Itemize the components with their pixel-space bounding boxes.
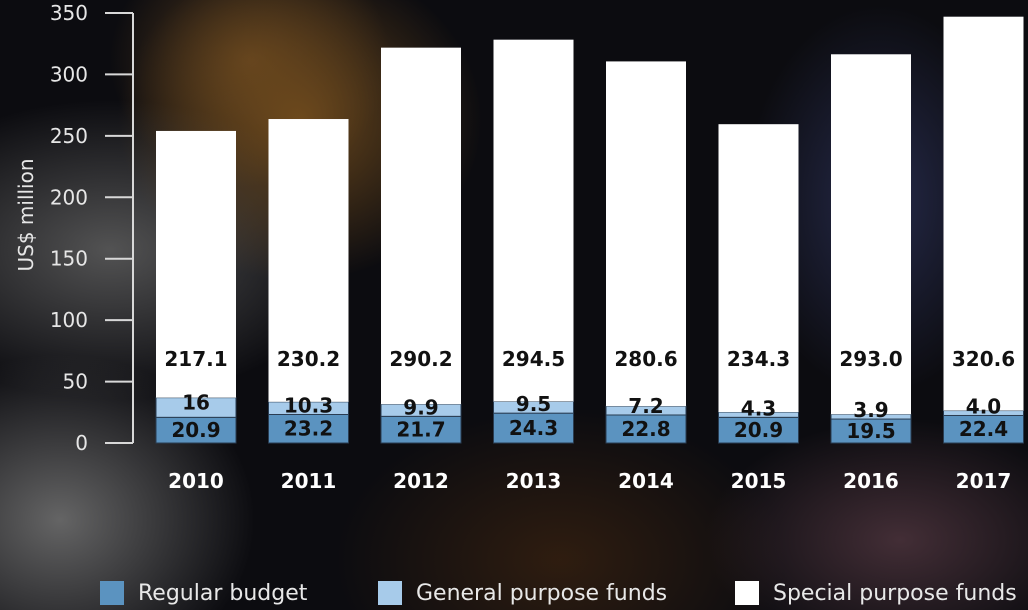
bar-regular-budget-2017 [943,414,1024,444]
data-label-general-purpose-funds-2013: 9.5 [516,392,551,416]
bars-group: 20.9 16 217.1 23.210.3 230.2 21.79.9 290.2 24.3… [155,16,1024,444]
legend-label-general-purpose-funds: General purpose funds [416,580,668,606]
data-label-general-purpose-funds-2015: 4.3 [741,396,776,420]
data-label-general-purpose-funds-2011: 10.3 [284,393,333,417]
legend-label-special-purpose-funds: Special purpose funds [773,580,1017,606]
y-tick-label-150: 150 [50,247,88,271]
y-tick-label-250: 250 [50,124,88,148]
x-tick-label-2014: 2014 [618,469,674,493]
x-tick-label-2017: 2017 [956,469,1012,493]
legend-item-general-purpose-funds: General purpose funds [378,578,667,608]
data-label-general-purpose-funds-2012: 9.9 [403,395,438,419]
legend-swatch-special-purpose-funds [735,581,759,605]
data-label-special-purpose-funds-2014: 280.6 [614,347,677,371]
bar-special-purpose-funds-2012 [381,47,461,405]
data-label-regular-budget-2012: 21.7 [396,418,445,442]
x-axis: 2010 2011 2012 2013 2014 2015 2016 2017 [168,469,1011,493]
bar-special-purpose-funds-2016 [831,54,911,415]
data-label-regular-budget-2010: 20.9 [171,418,220,442]
data-label-special-purpose-funds-2012: 290.2 [389,347,452,371]
y-tick-label-0: 0 [75,431,88,455]
x-tick-label-2016: 2016 [843,469,899,493]
data-label-special-purpose-funds-2015: 234.3 [727,347,790,371]
bar-general-purpose-funds-2011 [268,401,349,415]
x-tick-label-2012: 2012 [393,469,449,493]
legend-item-special-purpose-funds: Special purpose funds [735,578,1017,608]
x-tick-label-2010: 2010 [168,469,224,493]
bar-chart: 0 50 100 150 200 250 300 350 20.9 16 217.1 23.210.… [14,1,1024,493]
y-tick-label-100: 100 [50,308,88,332]
data-label-general-purpose-funds-2016: 3.9 [853,398,888,422]
data-label-regular-budget-2011: 23.2 [284,417,333,441]
x-tick-label-2011: 2011 [281,469,337,493]
y-tick-label-50: 50 [63,370,88,394]
x-tick-label-2013: 2013 [506,469,562,493]
bar-regular-budget-2014 [605,414,687,444]
bar-special-purpose-funds-2014 [606,61,686,407]
legend-item-regular-budget: Regular budget [100,578,307,608]
legend-swatch-general-purpose-funds [378,581,402,605]
data-label-regular-budget-2013: 24.3 [509,416,558,440]
data-label-regular-budget-2014: 22.8 [621,417,670,441]
y-axis-label: US$ million [14,158,38,271]
data-label-special-purpose-funds-2013: 294.5 [502,347,565,371]
bar-special-purpose-funds-2013 [493,39,574,402]
bar-special-purpose-funds-2017 [943,16,1024,411]
data-label-special-purpose-funds-2011: 230.2 [277,347,340,371]
bar-special-purpose-funds-2010 [156,130,236,398]
bar-general-purpose-funds-2015 [718,411,799,418]
bar-special-purpose-funds-2015 [718,124,799,413]
data-label-regular-budget-2015: 20.9 [734,418,783,442]
bar-regular-budget-2015 [718,416,799,444]
legend: Regular budget General purpose funds Spe… [0,578,1028,608]
data-label-special-purpose-funds-2016: 293.0 [839,347,902,371]
data-label-regular-budget-2017: 22.4 [959,417,1008,441]
bar-special-purpose-funds-2011 [268,119,349,402]
legend-label-regular-budget: Regular budget [138,580,308,606]
y-tick-label-350: 350 [50,1,88,25]
y-tick-label-300: 300 [50,62,88,86]
x-tick-label-2015: 2015 [731,469,787,493]
bar-regular-budget-2013 [493,412,574,444]
y-tick-label-200: 200 [50,185,88,209]
data-label-general-purpose-funds-2014: 7.2 [628,394,663,418]
data-label-general-purpose-funds-2017: 4.0 [966,394,1001,418]
legend-swatch-regular-budget [100,581,124,605]
data-label-regular-budget-2016: 19.5 [846,419,895,443]
data-label-special-purpose-funds-2017: 320.6 [952,347,1015,371]
y-axis: 0 50 100 150 200 250 300 350 [50,1,134,455]
data-label-general-purpose-funds-2010: 16 [182,391,210,415]
data-label-special-purpose-funds-2010: 217.1 [164,347,227,371]
